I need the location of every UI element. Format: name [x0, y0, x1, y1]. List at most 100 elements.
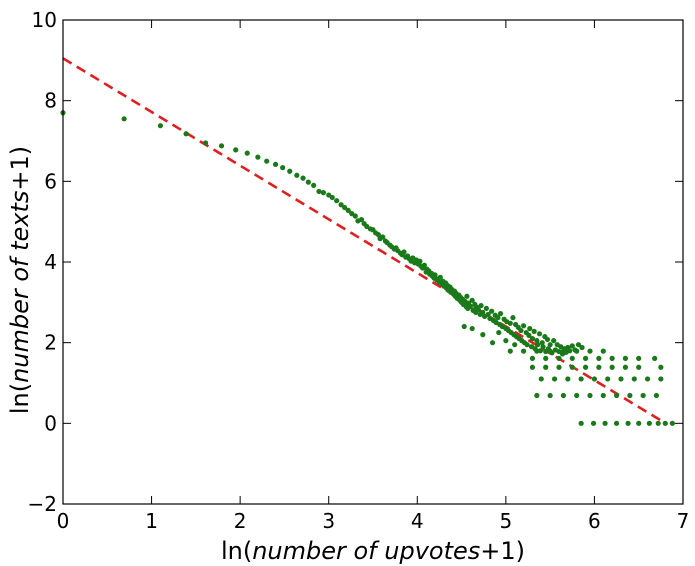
- data-point: [631, 376, 637, 382]
- data-point: [203, 140, 209, 146]
- data-point: [605, 376, 611, 382]
- data-point: [316, 188, 322, 195]
- data-point: [526, 332, 532, 339]
- data-point: [480, 332, 486, 338]
- data-point: [507, 348, 513, 354]
- data-point: [520, 348, 527, 354]
- data-point: [421, 262, 427, 268]
- data-point: [600, 392, 606, 399]
- data-point: [121, 116, 127, 122]
- data-point: [529, 364, 536, 370]
- data-point: [287, 168, 293, 174]
- data-point: [469, 325, 475, 332]
- data-point: [543, 355, 549, 361]
- data-point: [613, 420, 620, 426]
- data-point: [551, 376, 558, 382]
- data-point: [609, 355, 615, 361]
- data-point: [622, 364, 629, 370]
- data-point: [578, 420, 584, 426]
- data-point: [669, 420, 675, 426]
- y-tick-label: 2: [44, 331, 57, 355]
- data-point: [294, 172, 300, 178]
- x-tick-label: 7: [677, 509, 690, 533]
- data-point: [518, 327, 524, 334]
- data-point: [644, 376, 651, 382]
- data-point: [596, 364, 602, 370]
- data-point: [569, 364, 575, 370]
- fit-line-layer: [62, 57, 666, 425]
- data-point: [507, 320, 513, 326]
- data-point: [524, 342, 530, 348]
- data-point: [569, 355, 575, 361]
- data-point: [437, 274, 443, 280]
- y-tick-label: 4: [44, 250, 57, 274]
- data-point: [556, 355, 562, 361]
- data-point: [255, 154, 261, 160]
- data-point: [646, 420, 652, 426]
- x-axis-label-italic: number of upvotes: [252, 537, 480, 565]
- data-point: [536, 331, 543, 337]
- data-point: [658, 364, 664, 370]
- data-point: [547, 342, 553, 348]
- data-point: [636, 355, 642, 361]
- data-point: [591, 376, 598, 382]
- data-point: [512, 342, 518, 348]
- data-point: [495, 315, 501, 321]
- data-point: [432, 272, 438, 278]
- data-point: [527, 325, 533, 332]
- data-point: [485, 311, 491, 318]
- x-tick-label: 0: [57, 509, 70, 533]
- x-tick-label: 3: [322, 509, 335, 533]
- data-point: [560, 392, 567, 399]
- data-point: [574, 348, 580, 354]
- plot-frame: [62, 19, 684, 505]
- data-point: [489, 340, 496, 346]
- data-point: [401, 249, 407, 255]
- x-tick-label: 5: [499, 509, 512, 533]
- data-point: [475, 306, 481, 313]
- data-point: [503, 338, 509, 344]
- data-point: [264, 158, 270, 164]
- x-tick-label: 1: [145, 509, 158, 533]
- data-point: [609, 364, 615, 370]
- data-point: [480, 309, 486, 316]
- data-point: [320, 190, 326, 196]
- data-point: [567, 348, 573, 354]
- data-point: [556, 364, 562, 370]
- y-axis-label-italic: number of texts: [6, 191, 34, 383]
- data-point: [653, 392, 660, 399]
- data-point: [535, 342, 541, 348]
- data-point: [464, 293, 470, 299]
- data-point: [300, 175, 306, 181]
- data-point: [582, 355, 589, 361]
- data-point: [622, 355, 629, 361]
- data-point: [618, 376, 624, 382]
- data-point: [640, 392, 646, 399]
- data-point: [489, 308, 495, 314]
- data-point: [658, 376, 664, 382]
- data-point: [272, 161, 279, 167]
- y-axis-label-suffix: +1): [6, 146, 34, 191]
- data-point: [233, 147, 239, 153]
- data-point: [531, 328, 537, 334]
- data-point: [345, 207, 351, 213]
- fit-line: [62, 57, 666, 425]
- data-point: [218, 143, 225, 149]
- data-point: [636, 420, 642, 426]
- data-point: [578, 376, 584, 382]
- data-point: [587, 392, 593, 399]
- data-point: [334, 198, 340, 204]
- data-point: [540, 344, 546, 350]
- y-tick-label: 0: [44, 411, 57, 435]
- data-point: [560, 348, 567, 354]
- data-point: [625, 420, 631, 426]
- data-point: [467, 303, 474, 309]
- y-tick-label: −2: [28, 492, 57, 516]
- x-axis-label: ln(number of upvotes+1): [221, 537, 525, 565]
- y-axis-label: ln(number of texts+1): [6, 146, 34, 414]
- data-point: [358, 217, 365, 223]
- x-tick-label: 6: [588, 509, 601, 533]
- data-point: [565, 376, 571, 382]
- data-point: [636, 364, 642, 370]
